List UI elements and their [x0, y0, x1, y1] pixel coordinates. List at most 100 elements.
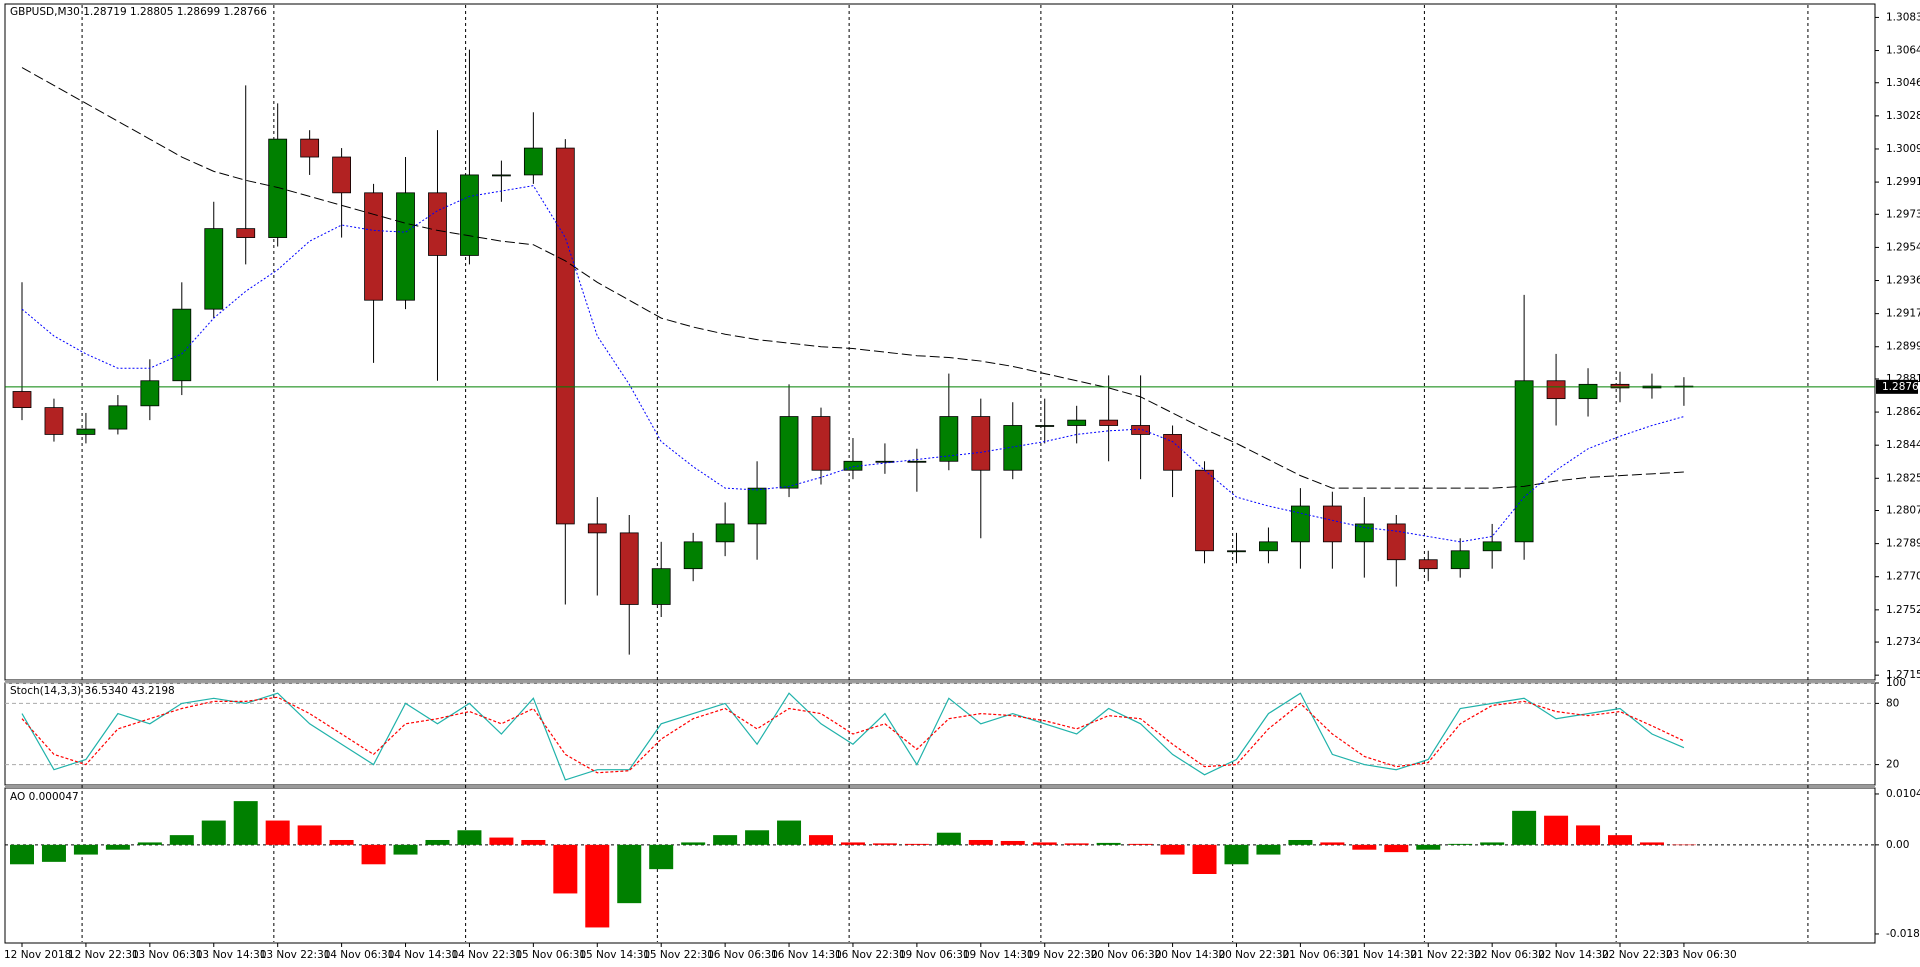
y-tick-label: -0.018339 — [1886, 928, 1920, 940]
candle-body — [44, 407, 64, 435]
ao-bar — [489, 837, 514, 845]
ao-bar — [425, 839, 450, 845]
candle-body — [523, 147, 543, 176]
main-title: GBPUSD,M30 1.28719 1.28805 1.28699 1.287… — [10, 6, 267, 18]
ao-bar — [1320, 842, 1345, 845]
moving-average — [21, 67, 1684, 489]
candle-body — [1003, 425, 1023, 471]
ao-bar — [1671, 844, 1696, 846]
ao-bar — [1064, 843, 1089, 845]
y-tick-label: 1.27705 — [1886, 571, 1920, 583]
x-tick-label: 23 Nov 06:30 — [1666, 949, 1737, 961]
candle-body — [619, 532, 639, 605]
candle-body — [971, 416, 991, 471]
ao-bar — [1288, 839, 1313, 845]
ao-bar — [1000, 840, 1025, 845]
candle-body — [1131, 425, 1150, 435]
ao-bar — [872, 843, 897, 845]
ao-bar — [968, 839, 993, 845]
ao-bar — [585, 844, 610, 928]
y-tick-label: 1.30830 — [1886, 11, 1920, 23]
y-tick-label: 1.29910 — [1886, 176, 1920, 188]
candle-body — [428, 192, 447, 256]
ao-bar — [809, 835, 833, 845]
ao-bar — [777, 820, 802, 845]
y-tick-label: 1.30095 — [1886, 143, 1920, 155]
candle-body — [1035, 425, 1055, 427]
candle-body — [907, 460, 927, 463]
candle-body — [172, 308, 192, 382]
ao-bar — [137, 842, 162, 845]
candle-body — [12, 391, 32, 408]
candle-body — [300, 138, 320, 158]
y-tick-label: 0.010473 — [1886, 788, 1920, 800]
ao-bar — [1352, 844, 1377, 850]
ao-title: AO 0.000047 — [10, 791, 79, 803]
candle-body — [1514, 380, 1534, 543]
candle-body — [1546, 380, 1566, 400]
y-tick-label: 1.28440 — [1886, 439, 1920, 451]
ao-bar — [1608, 835, 1632, 845]
x-tick-label: 22 Nov 14:30 — [1538, 949, 1609, 961]
candle-body — [204, 228, 224, 310]
candle-body — [1610, 383, 1630, 389]
moving-average — [21, 185, 1685, 543]
ao-bar — [553, 844, 578, 894]
ao-bar — [904, 843, 929, 845]
y-tick-label: 1.28255 — [1886, 472, 1920, 484]
x-tick-label: 22 Nov 06:30 — [1474, 949, 1545, 961]
candle-body — [1450, 550, 1470, 570]
x-tick-label: 15 Nov 06:30 — [515, 949, 586, 961]
y-tick-label: 1.28625 — [1886, 406, 1920, 418]
x-tick-label: 21 Nov 22:30 — [1410, 949, 1481, 961]
ao-bar — [649, 844, 674, 870]
candle-body — [587, 523, 607, 534]
candle-body — [939, 416, 959, 462]
y-tick-label: 1.27340 — [1886, 636, 1920, 648]
y-tick-label: 80 — [1886, 697, 1899, 709]
candle-body — [1099, 419, 1119, 426]
ao-bar — [521, 839, 546, 845]
candle-body — [236, 228, 256, 238]
x-tick-label: 16 Nov 14:30 — [771, 949, 842, 961]
y-tick-label: 1.29360 — [1886, 275, 1920, 287]
ao-bar — [936, 832, 961, 845]
candle-body — [1067, 419, 1087, 426]
x-tick-label: 20 Nov 14:30 — [1155, 949, 1226, 961]
candle-body — [1291, 505, 1310, 543]
candle-body — [108, 405, 128, 430]
x-tick-label: 12 Nov 2018 — [4, 949, 71, 961]
candle-body — [460, 174, 479, 256]
x-tick-label: 14 Nov 22:30 — [451, 949, 522, 961]
x-tick-label: 19 Nov 22:30 — [1027, 949, 1098, 961]
candle-body — [683, 541, 703, 570]
x-tick-label: 13 Nov 14:30 — [196, 949, 267, 961]
ao-bar — [297, 825, 322, 845]
ao-bar — [201, 820, 226, 845]
candle-body — [747, 487, 767, 525]
x-tick-label: 19 Nov 06:30 — [899, 949, 970, 961]
y-tick-label: 100 — [1886, 677, 1906, 689]
candle-body — [396, 192, 415, 301]
x-tick-label: 21 Nov 06:30 — [1282, 949, 1353, 961]
x-tick-label: 20 Nov 06:30 — [1091, 949, 1162, 961]
candle-body — [140, 380, 160, 407]
x-tick-label: 16 Nov 06:30 — [707, 949, 778, 961]
candle-body — [1227, 550, 1246, 553]
x-tick-label: 14 Nov 14:30 — [388, 949, 459, 961]
ao-bar — [1256, 844, 1281, 855]
ao-bar — [457, 830, 482, 845]
candle-body — [1195, 469, 1214, 552]
candle-body — [332, 156, 352, 194]
candle-body — [779, 416, 799, 489]
ao-bar — [265, 820, 290, 845]
candle-body — [491, 174, 511, 177]
x-tick-label: 22 Nov 22:30 — [1602, 949, 1673, 961]
ao-bar — [1480, 842, 1505, 845]
ao-bar — [617, 844, 642, 904]
y-tick-label: 1.28075 — [1886, 505, 1920, 517]
ao-bar — [1192, 844, 1217, 875]
x-tick-label: 19 Nov 14:30 — [963, 949, 1034, 961]
x-tick-label: 13 Nov 06:30 — [132, 949, 203, 961]
